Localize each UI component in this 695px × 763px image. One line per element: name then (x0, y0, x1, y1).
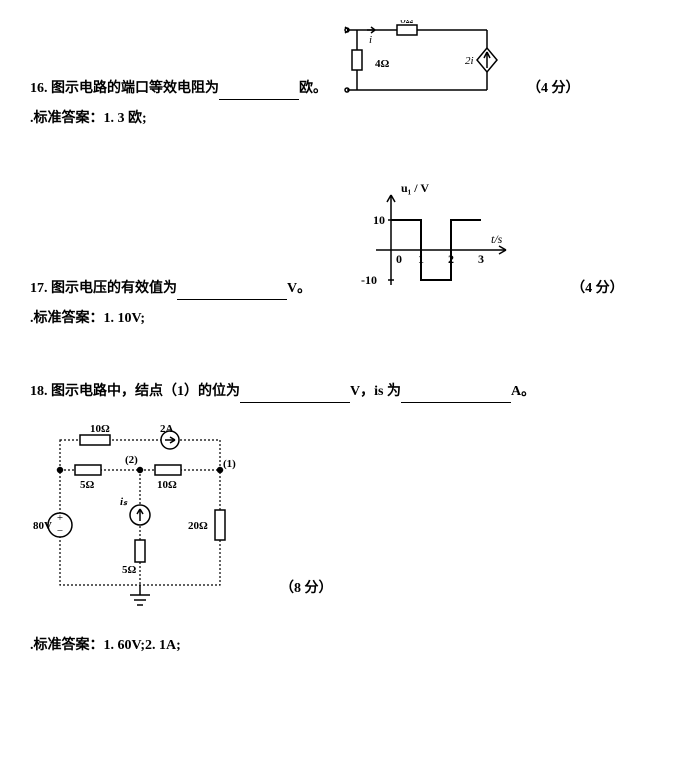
q18-r20: 20Ω (188, 520, 208, 532)
q18-before: 图示电路中，结点（1）的位为 (51, 384, 240, 399)
question-17: 17. 图示电压的有效值为V。 u₁ / V 10 -10 (30, 180, 665, 330)
q17-graph: u₁ / V 10 -10 0 1 2 3 t/s (351, 180, 521, 300)
q16-circuit: 6Ω 4Ω i 2i (337, 20, 507, 100)
q18-circuit: + − 10Ω 2A (2) (1) 5Ω 1 (30, 415, 250, 615)
q17-ylo: -10 (361, 273, 377, 287)
q17-number: 17. (30, 281, 48, 296)
q17-blank (177, 299, 287, 300)
q17-answer: .标准答案：1. 10V; (30, 308, 665, 330)
q16-before: 图示电路的端口等效电阻为 (51, 81, 219, 96)
q17-ylabel: u₁ / V (401, 181, 429, 195)
q17-before: 图示电压的有效值为 (51, 281, 177, 296)
q18-blank1 (240, 402, 350, 403)
q18-answer: .标准答案：1. 60V;2. 1A; (30, 635, 665, 657)
q17-xlabel: t/s (491, 232, 503, 246)
q18-number: 18. (30, 384, 48, 399)
q17-yhi: 10 (373, 213, 385, 227)
question-18: 18. 图示电路中，结点（1）的位为 V，is 为 A。 (30, 381, 665, 658)
q17-answer-value: 1. 10V; (104, 311, 146, 326)
q16-row: 16. 图示电路的端口等效电阻为 欧。 (30, 20, 665, 100)
q18-itop: 2A (160, 423, 174, 435)
q16-points: （4 分） (527, 78, 580, 100)
q18-rtop: 10Ω (90, 423, 110, 435)
q18-blank2 (401, 402, 511, 403)
q16-r1-label: 6Ω (400, 20, 414, 26)
question-16: 16. 图示电路的端口等效电阻为 欧。 (30, 20, 665, 130)
q18-node2: (2) (125, 454, 138, 466)
q16-src-label: 2i (465, 55, 474, 67)
q17-points: （4 分） (571, 278, 624, 300)
q18-inner: + − 10Ω 2A (2) (1) 5Ω 1 (30, 415, 665, 615)
q17-x2: 2 (448, 252, 454, 266)
q16-answer-label: .标准答案： (30, 111, 104, 126)
q18-answer-label: .标准答案： (30, 638, 104, 653)
q18-text: 18. 图示电路中，结点（1）的位为 V，is 为 A。 (30, 381, 665, 403)
q16-i-label: i (369, 34, 372, 46)
q17-text: 17. 图示电压的有效值为 V。 (30, 278, 311, 300)
q18-mid2: A。 (511, 384, 535, 399)
q17-x1: 1 (418, 252, 424, 266)
q16-number: 16. (30, 81, 48, 96)
q17-row: 17. 图示电压的有效值为V。 u₁ / V 10 -10 (30, 180, 665, 300)
q17-x0: 0 (396, 252, 402, 266)
q18-points: （8 分） (280, 578, 333, 600)
q18-r5b: 5Ω (122, 564, 137, 576)
q18-is: iₛ (120, 496, 128, 508)
q16-text: 16. 图示电路的端口等效电阻为 欧。 (30, 78, 327, 100)
q18-r5l: 5Ω (80, 479, 95, 491)
q18-node1: (1) (223, 458, 236, 470)
q18-answer-value: 1. 60V;2. 1A; (104, 638, 181, 653)
q18-r10r: 10Ω (157, 479, 177, 491)
q16-r2-label: 4Ω (375, 58, 390, 70)
q16-answer: .标准答案：1. 3 欧; (30, 108, 665, 130)
svg-text:+: + (57, 512, 63, 524)
q16-answer-value: 1. 3 欧; (104, 111, 147, 126)
q17-after: V。 (287, 281, 311, 296)
q16-after: 欧。 (299, 81, 327, 96)
q17-x3: 3 (478, 252, 484, 266)
q16-blank (219, 99, 299, 100)
q18-80v: 80V (33, 520, 52, 532)
q18-mid1: V，is 为 (350, 384, 401, 399)
q17-answer-label: .标准答案： (30, 311, 104, 326)
svg-text:−: − (57, 525, 63, 537)
